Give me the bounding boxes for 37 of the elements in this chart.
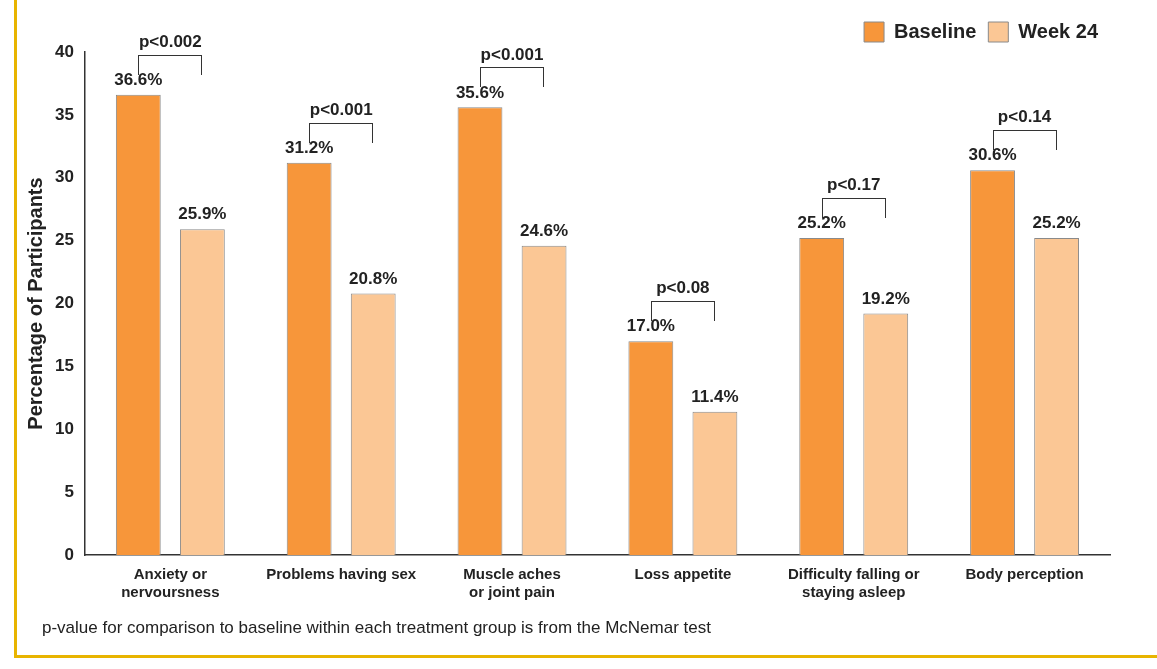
annotation: p<0.001: [309, 99, 373, 119]
data-label: 25.2%: [797, 213, 846, 233]
data-label: 31.2%: [285, 137, 334, 157]
y-tick-label: 35: [54, 104, 74, 124]
annotation: p<0.14: [997, 107, 1052, 127]
data-label: 24.6%: [519, 220, 569, 240]
y-tick-label: 25: [54, 230, 74, 250]
data-label: 17.0%: [626, 316, 675, 336]
y-axis-title: Percentage of Participants: [23, 177, 46, 430]
legend-label: Baseline: [894, 19, 977, 42]
data-label: 19.2%: [861, 288, 910, 308]
y-tick-label: 10: [54, 418, 74, 438]
x-tick-label: Problems having sex: [266, 565, 417, 583]
x-tick-label: Difficulty falling or staying asleep: [787, 565, 920, 601]
y-tick-label: 30: [54, 167, 74, 187]
x-tick-label: Muscle aches or joint pain: [463, 565, 561, 601]
text: p<0.002: [138, 31, 202, 51]
y-tick-label: 0: [64, 544, 74, 564]
data-label: 20.8%: [349, 268, 398, 288]
data-label: 30.6%: [968, 145, 1017, 165]
annotation: p<0.17: [827, 175, 881, 195]
annotation: p<0.08: [656, 278, 710, 298]
data-label: 25.9%: [178, 204, 227, 224]
data-label: 25.2%: [1032, 213, 1081, 233]
y-tick-label: 40: [54, 41, 74, 61]
data-label: 35.6%: [455, 82, 505, 102]
x-tick-label: Loss appetite: [634, 565, 732, 583]
y-tick-label: 15: [54, 356, 74, 376]
data-label: 11.4%: [691, 386, 739, 406]
text: p-value for comparison to baseline within each treatment group is from the McNemar test: [42, 618, 711, 638]
y-tick-label: 5: [64, 481, 74, 501]
data-label: 36.6%: [114, 69, 163, 89]
legend-label: Week 24: [1018, 19, 1099, 42]
x-tick-label: Body perception: [965, 565, 1084, 583]
y-tick-label: 20: [54, 293, 74, 313]
annotation: p<0.001: [480, 44, 544, 64]
x-tick-label: Anxiety or nervoursness: [121, 565, 220, 601]
